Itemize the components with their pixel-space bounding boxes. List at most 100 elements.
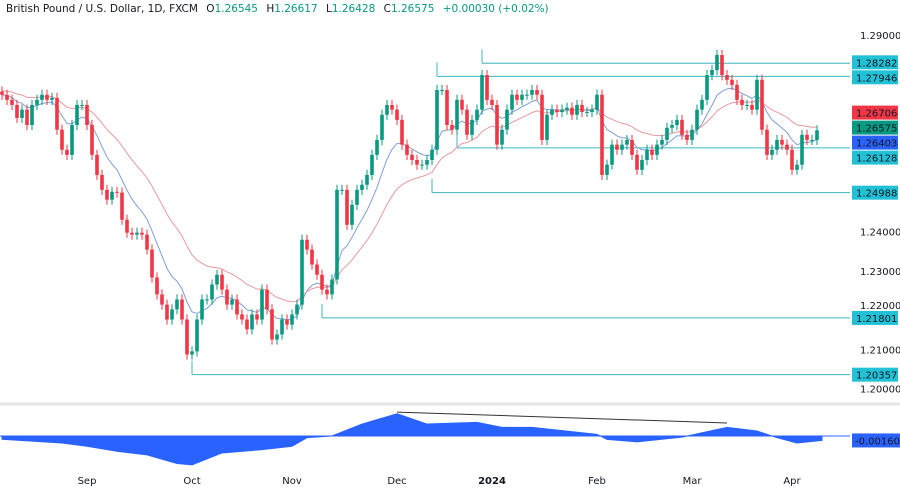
candle bbox=[230, 294, 234, 310]
candle-body bbox=[440, 90, 444, 92]
candle-body bbox=[160, 294, 164, 305]
candle-body bbox=[130, 232, 134, 235]
candle-body bbox=[745, 104, 749, 106]
candle bbox=[500, 124, 504, 150]
candle bbox=[105, 184, 109, 205]
candle-body bbox=[295, 304, 299, 315]
candle bbox=[650, 144, 654, 160]
candle-body bbox=[205, 299, 209, 301]
candle bbox=[240, 309, 244, 325]
candle-body bbox=[785, 144, 789, 150]
candle bbox=[120, 187, 124, 225]
candle-body bbox=[105, 189, 109, 200]
candle bbox=[145, 229, 149, 255]
candle-body bbox=[455, 99, 459, 130]
candle bbox=[565, 102, 569, 115]
candle-body bbox=[0, 91, 4, 95]
oscillator-trendline[interactable] bbox=[396, 411, 728, 424]
candle bbox=[515, 89, 519, 105]
candle-body bbox=[260, 289, 264, 320]
candle bbox=[135, 227, 139, 240]
candle-body bbox=[810, 139, 814, 141]
candle bbox=[545, 109, 549, 146]
candle bbox=[255, 309, 259, 325]
ma-slow-line bbox=[1, 90, 818, 303]
candle bbox=[150, 244, 154, 283]
candle bbox=[275, 329, 279, 345]
candle bbox=[180, 294, 184, 325]
candle-body bbox=[690, 129, 694, 140]
candle-body bbox=[715, 55, 719, 70]
candle-body bbox=[400, 119, 404, 145]
candle-body bbox=[660, 139, 664, 145]
candle bbox=[15, 99, 19, 124]
candle bbox=[115, 186, 119, 198]
candle-body bbox=[770, 149, 774, 155]
candle-body bbox=[475, 109, 479, 120]
candle-body bbox=[650, 149, 654, 155]
candle bbox=[540, 89, 544, 146]
price-axis[interactable]: 1.28282 1.27946 1.26706 1.26575 1.26403 1.261… bbox=[852, 31, 900, 396]
candle-body bbox=[40, 94, 44, 100]
candle bbox=[590, 104, 594, 118]
time-axis[interactable]: Sep Oct Nov Dec 2024 Feb Mar Apr bbox=[78, 476, 802, 487]
candle bbox=[660, 134, 664, 150]
candle-body bbox=[465, 109, 469, 135]
candle-body bbox=[225, 289, 229, 305]
low-label: L bbox=[326, 3, 332, 15]
price-tick-label: 1.22000 bbox=[860, 301, 900, 312]
candle-body bbox=[815, 130, 819, 140]
candle bbox=[690, 124, 694, 146]
candle-body bbox=[375, 139, 379, 155]
candle bbox=[620, 139, 624, 155]
candle-body bbox=[790, 149, 794, 170]
candle bbox=[730, 74, 734, 91]
candle-body bbox=[620, 144, 624, 150]
candle bbox=[10, 94, 14, 111]
candle bbox=[575, 99, 579, 120]
candle bbox=[715, 49, 719, 76]
candle bbox=[260, 284, 264, 325]
candle-body bbox=[545, 114, 549, 140]
candle bbox=[130, 227, 134, 240]
ma-slow-value: 1.26706 bbox=[856, 109, 897, 120]
candle bbox=[35, 94, 39, 111]
candle-body bbox=[150, 249, 154, 278]
candle bbox=[350, 199, 354, 230]
candle bbox=[195, 314, 199, 357]
candle-body bbox=[525, 94, 529, 96]
level-price-label-badge bbox=[852, 367, 898, 382]
candle-body bbox=[605, 164, 609, 175]
candle-body bbox=[275, 334, 279, 340]
candle-body bbox=[665, 127, 669, 140]
level-price-label: 1.24988 bbox=[856, 189, 897, 200]
candle bbox=[705, 69, 709, 105]
moving-averages bbox=[1, 87, 818, 321]
candle-body bbox=[20, 109, 24, 118]
candle-body bbox=[190, 351, 194, 355]
candle bbox=[25, 104, 29, 131]
candle-body bbox=[500, 129, 504, 145]
candle bbox=[375, 134, 379, 160]
candle-body bbox=[410, 154, 414, 160]
candle-body bbox=[235, 299, 239, 315]
candle bbox=[90, 119, 94, 160]
candle-body bbox=[45, 94, 49, 100]
candle bbox=[745, 99, 749, 111]
candle bbox=[160, 289, 164, 310]
candle bbox=[735, 79, 739, 105]
candle-body bbox=[100, 174, 104, 190]
candle-body bbox=[125, 219, 129, 233]
price-tick-label: 1.20000 bbox=[860, 385, 900, 396]
candle bbox=[125, 214, 129, 238]
candle bbox=[655, 139, 659, 160]
close-value: C1.26575 bbox=[384, 3, 435, 15]
candle-body bbox=[220, 274, 224, 290]
candle bbox=[525, 89, 529, 100]
candle bbox=[440, 84, 444, 96]
candle bbox=[40, 89, 44, 105]
candle bbox=[225, 284, 229, 310]
candle bbox=[810, 134, 814, 146]
candle-body bbox=[145, 234, 149, 250]
